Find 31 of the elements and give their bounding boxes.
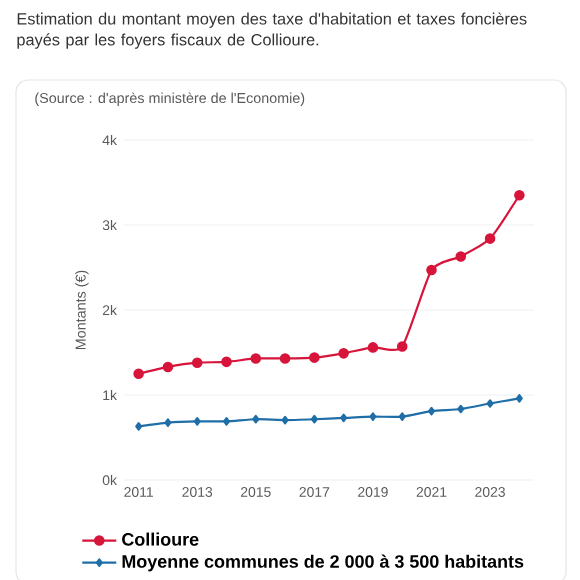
legend-label: Moyenne communes de 2 000 à 3 500 habitants	[122, 554, 524, 572]
point	[164, 418, 172, 427]
point	[193, 417, 201, 426]
point	[398, 412, 406, 421]
point	[310, 414, 318, 424]
point	[191, 357, 203, 368]
point	[133, 368, 144, 380]
point	[281, 415, 289, 425]
legend-label: Collioure	[122, 532, 199, 546]
point	[279, 353, 291, 364]
point	[514, 189, 525, 201]
point	[338, 348, 349, 359]
point	[396, 341, 408, 352]
point	[428, 406, 435, 416]
point	[223, 417, 230, 426]
point	[221, 356, 232, 368]
point	[135, 422, 143, 431]
point	[486, 399, 494, 408]
point	[252, 414, 260, 424]
point	[162, 361, 174, 373]
point	[340, 413, 348, 423]
point	[369, 412, 377, 421]
chart-title: Estimation du montant moyen des taxe d'habitation et taxes foncières payés par les foyers fiscaux de Collioure.	[17, 12, 527, 49]
point	[455, 251, 467, 262]
point	[484, 233, 496, 244]
point	[457, 404, 465, 414]
point	[426, 264, 437, 276]
point	[515, 394, 523, 403]
point	[367, 342, 379, 353]
point	[309, 352, 320, 363]
point	[250, 353, 262, 364]
